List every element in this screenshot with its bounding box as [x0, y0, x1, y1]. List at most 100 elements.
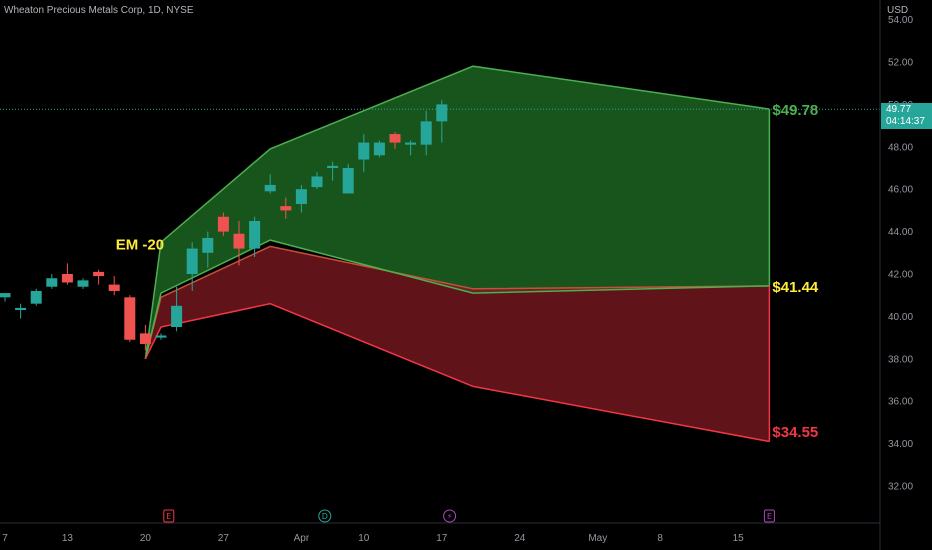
lower-band-fill	[145, 246, 770, 442]
candle-body	[124, 297, 136, 340]
candle	[93, 269, 105, 285]
last-price-value: 49.77	[886, 104, 912, 115]
candle-body	[93, 271, 105, 277]
candle-body	[77, 280, 89, 287]
candle	[342, 163, 354, 194]
marker-box	[763, 509, 775, 523]
countdown-timer: 04:14:37	[886, 116, 925, 127]
candle	[373, 140, 385, 158]
x-tick-label: 27	[218, 533, 230, 544]
candle	[46, 274, 58, 289]
y-tick-label: 36.00	[888, 397, 913, 408]
y-tick-label: 38.00	[888, 354, 913, 365]
em-label: EM -20	[116, 237, 164, 254]
y-tick-label: 42.00	[888, 270, 913, 281]
candle-body	[233, 233, 245, 249]
x-tick-label: 20	[140, 533, 152, 544]
last-price-tag: 49.77 04:14:37	[881, 103, 932, 129]
candle-body	[389, 134, 401, 143]
candle-body	[186, 248, 198, 274]
x-tick-label: 10	[358, 533, 370, 544]
candle	[217, 212, 229, 236]
candle-body	[280, 206, 292, 211]
candle	[264, 174, 276, 194]
marker-circle	[443, 509, 457, 523]
candle-body	[46, 278, 58, 287]
candle	[15, 303, 27, 319]
candle-body	[30, 290, 42, 304]
candle	[280, 197, 292, 219]
candle	[139, 324, 151, 351]
candle-body	[373, 142, 385, 156]
marker-box	[163, 509, 175, 523]
candle-body	[0, 293, 11, 298]
x-tick-label: 13	[62, 533, 74, 544]
candle	[327, 161, 339, 181]
candle-body	[295, 189, 307, 205]
candle	[389, 131, 401, 149]
candle	[202, 231, 214, 268]
y-tick-label: 54.00	[888, 15, 913, 26]
candle	[155, 333, 167, 340]
candle-body	[420, 121, 432, 145]
x-tick-label: Apr	[294, 533, 310, 544]
candle	[124, 295, 136, 342]
candle	[295, 184, 307, 213]
y-tick-label: 52.00	[888, 58, 913, 69]
candle-body	[311, 176, 323, 188]
currency-label: USD	[887, 5, 909, 16]
candle	[30, 288, 42, 306]
candle-body	[342, 168, 354, 194]
y-tick-label: 44.00	[888, 227, 913, 238]
candle	[186, 242, 198, 291]
candle-body	[436, 104, 448, 122]
x-tick-label: May	[588, 533, 607, 544]
candle-body	[15, 307, 27, 311]
candle	[358, 134, 370, 173]
marker-symbol: D	[322, 512, 328, 521]
x-tick-label: 7	[2, 533, 8, 544]
chart-title: Wheaton Precious Metals Corp, 1D, NYSE	[4, 5, 194, 16]
marker-symbol: E	[767, 512, 772, 521]
x-tick-label: 17	[436, 533, 448, 544]
candle	[233, 221, 245, 266]
upper-band-line	[144, 65, 770, 359]
candle	[108, 276, 120, 296]
y-tick-label: 34.00	[888, 439, 913, 450]
x-tick-label: 8	[657, 533, 663, 544]
upper-band-fill	[145, 66, 770, 359]
y-tick-label: 48.00	[888, 142, 913, 153]
candle-body	[108, 284, 120, 291]
upper-target-label: $49.78	[772, 102, 818, 119]
candle-body	[358, 142, 370, 160]
candle-body	[405, 142, 417, 145]
candle	[405, 140, 417, 156]
split-marker-icon: ⚡	[443, 509, 457, 523]
expected-move-bands	[144, 65, 771, 443]
x-tick-label: 24	[514, 533, 526, 544]
candle-body	[249, 221, 261, 249]
candle-body	[61, 274, 73, 283]
candle	[420, 110, 432, 156]
lower-target-label: $34.55	[772, 424, 818, 441]
x-tick-label: 15	[733, 533, 745, 544]
mid-green-line	[144, 239, 770, 359]
candle-body	[264, 184, 276, 192]
candle	[436, 100, 448, 143]
dividend-marker-icon: D	[318, 509, 332, 523]
event-markers: E D ⚡ E	[163, 509, 775, 523]
marker-circle	[318, 509, 332, 523]
earnings-marker-icon: E	[763, 509, 775, 523]
candle	[311, 172, 323, 190]
candle	[249, 216, 261, 258]
candle-body	[171, 305, 183, 327]
candle-body	[202, 237, 214, 253]
marker-symbol: ⚡	[447, 512, 453, 521]
candle	[0, 293, 11, 302]
x-axis[interactable]: Mar7132027Apr101724May815	[0, 533, 744, 544]
y-tick-label: 46.00	[888, 185, 913, 196]
candle-body	[139, 333, 151, 344]
candle	[61, 263, 73, 285]
candle-body	[217, 216, 229, 232]
